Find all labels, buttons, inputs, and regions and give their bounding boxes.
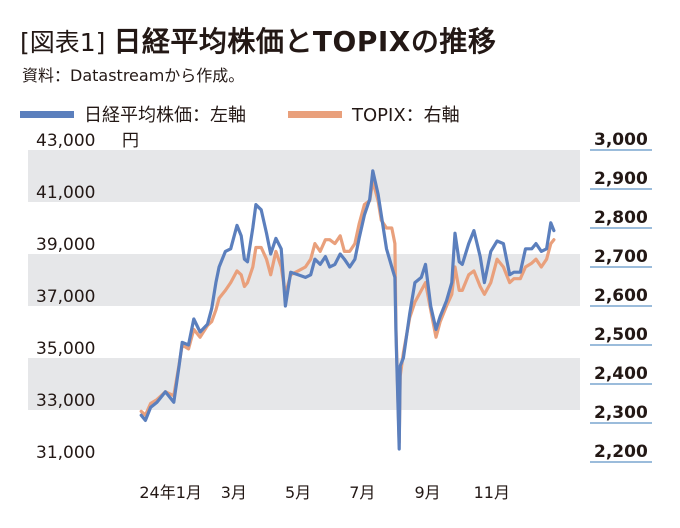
- figure-number: [図表1]: [20, 28, 106, 57]
- x-tick-label: 7月: [349, 483, 375, 502]
- x-axis: 24年1月 3月 5月 7月 9月 11月: [139, 483, 510, 502]
- y-left-tick-label: 37,000: [36, 287, 95, 307]
- grid-band: [28, 358, 580, 410]
- legend-item-nikkei: 日経平均株価：左軸: [20, 101, 246, 127]
- y-right-tick-label: 2,200: [594, 442, 648, 462]
- right-axis: 3,000 2,900 2,800 2,700 2,600 2,500 2,400 2,300…: [590, 130, 652, 463]
- y-right-tick-label: 2,600: [594, 286, 648, 306]
- legend-item-topix: TOPIX：右軸: [288, 101, 460, 127]
- series-line-topix: [139, 179, 556, 445]
- y-left-tick-label: 43,000: [36, 131, 95, 151]
- background-bands: [28, 150, 580, 410]
- left-axis: 43,000 41,000 39,000 37,000 35,000 33,000 31,0…: [36, 131, 139, 463]
- y-right-tick-label: 2,900: [594, 169, 648, 189]
- y-right-tick-label: 2,400: [594, 364, 648, 384]
- legend-label-nikkei: 日経平均株価：左軸: [84, 105, 246, 126]
- chart-title: 日経平均株価とTOPIXの推移: [113, 25, 497, 58]
- x-tick-label: 5月: [285, 483, 311, 502]
- series-lines: [139, 169, 556, 451]
- x-tick-label: 9月: [414, 483, 440, 502]
- series-line-nikkei: [139, 169, 556, 451]
- title-row: [図表1] 日経平均株価とTOPIXの推移: [20, 20, 496, 60]
- y-right-tick-label: 2,500: [594, 325, 648, 345]
- y-left-unit-label: 円: [122, 131, 139, 151]
- grid-band: [28, 150, 580, 202]
- x-tick-label: 3月: [221, 483, 247, 502]
- y-left-tick-label: 33,000: [36, 391, 95, 411]
- source-note: 資料：Datastreamから作成。: [22, 66, 245, 85]
- y-left-tick-label: 39,000: [36, 235, 95, 255]
- y-right-tick-label: 3,000: [594, 130, 648, 150]
- legend-swatch-nikkei: [20, 110, 74, 118]
- x-tick-label: 24年1月: [139, 483, 202, 502]
- legend-label-topix: TOPIX：右軸: [352, 105, 460, 126]
- legend: 日経平均株価：左軸 TOPIX：右軸: [20, 102, 502, 126]
- y-left-tick-label: 41,000: [36, 183, 95, 203]
- legend-swatch-topix: [288, 110, 342, 118]
- y-right-tick-label: 2,700: [594, 247, 648, 267]
- y-right-tick-label: 2,300: [594, 403, 648, 423]
- y-right-tick-label: 2,800: [594, 208, 648, 228]
- y-left-tick-label: 35,000: [36, 339, 95, 359]
- y-left-tick-label: 31,000: [36, 443, 95, 463]
- x-tick-label: 11月: [474, 483, 510, 502]
